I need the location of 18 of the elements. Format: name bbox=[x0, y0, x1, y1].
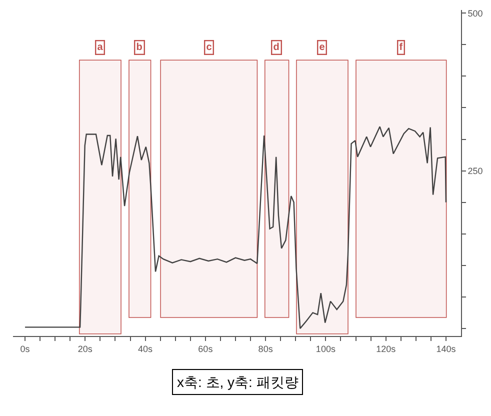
band-label: e bbox=[319, 42, 326, 54]
band-label: d bbox=[273, 42, 280, 54]
line-series bbox=[24, 126, 447, 330]
x-tick-label: 80s bbox=[258, 344, 274, 354]
x-tick-label: 100s bbox=[316, 344, 336, 354]
band-label: c bbox=[206, 42, 212, 54]
text: x축: 초, y축: 패킷량 bbox=[177, 374, 298, 390]
x-tick-label: 60s bbox=[198, 344, 214, 354]
x-tick-label: 40s bbox=[138, 344, 154, 354]
x-tick-label: 140s bbox=[436, 344, 456, 354]
y-tick-label: 250 bbox=[468, 166, 483, 176]
x-tick-label: 0s bbox=[20, 344, 30, 354]
band-label: f bbox=[399, 42, 404, 54]
y-tick-label: 500 bbox=[468, 8, 483, 18]
band-label: b bbox=[136, 42, 142, 54]
x-tick-label: 120s bbox=[376, 344, 396, 354]
x-tick-label: 20s bbox=[78, 344, 93, 354]
band-label: a bbox=[97, 42, 104, 54]
